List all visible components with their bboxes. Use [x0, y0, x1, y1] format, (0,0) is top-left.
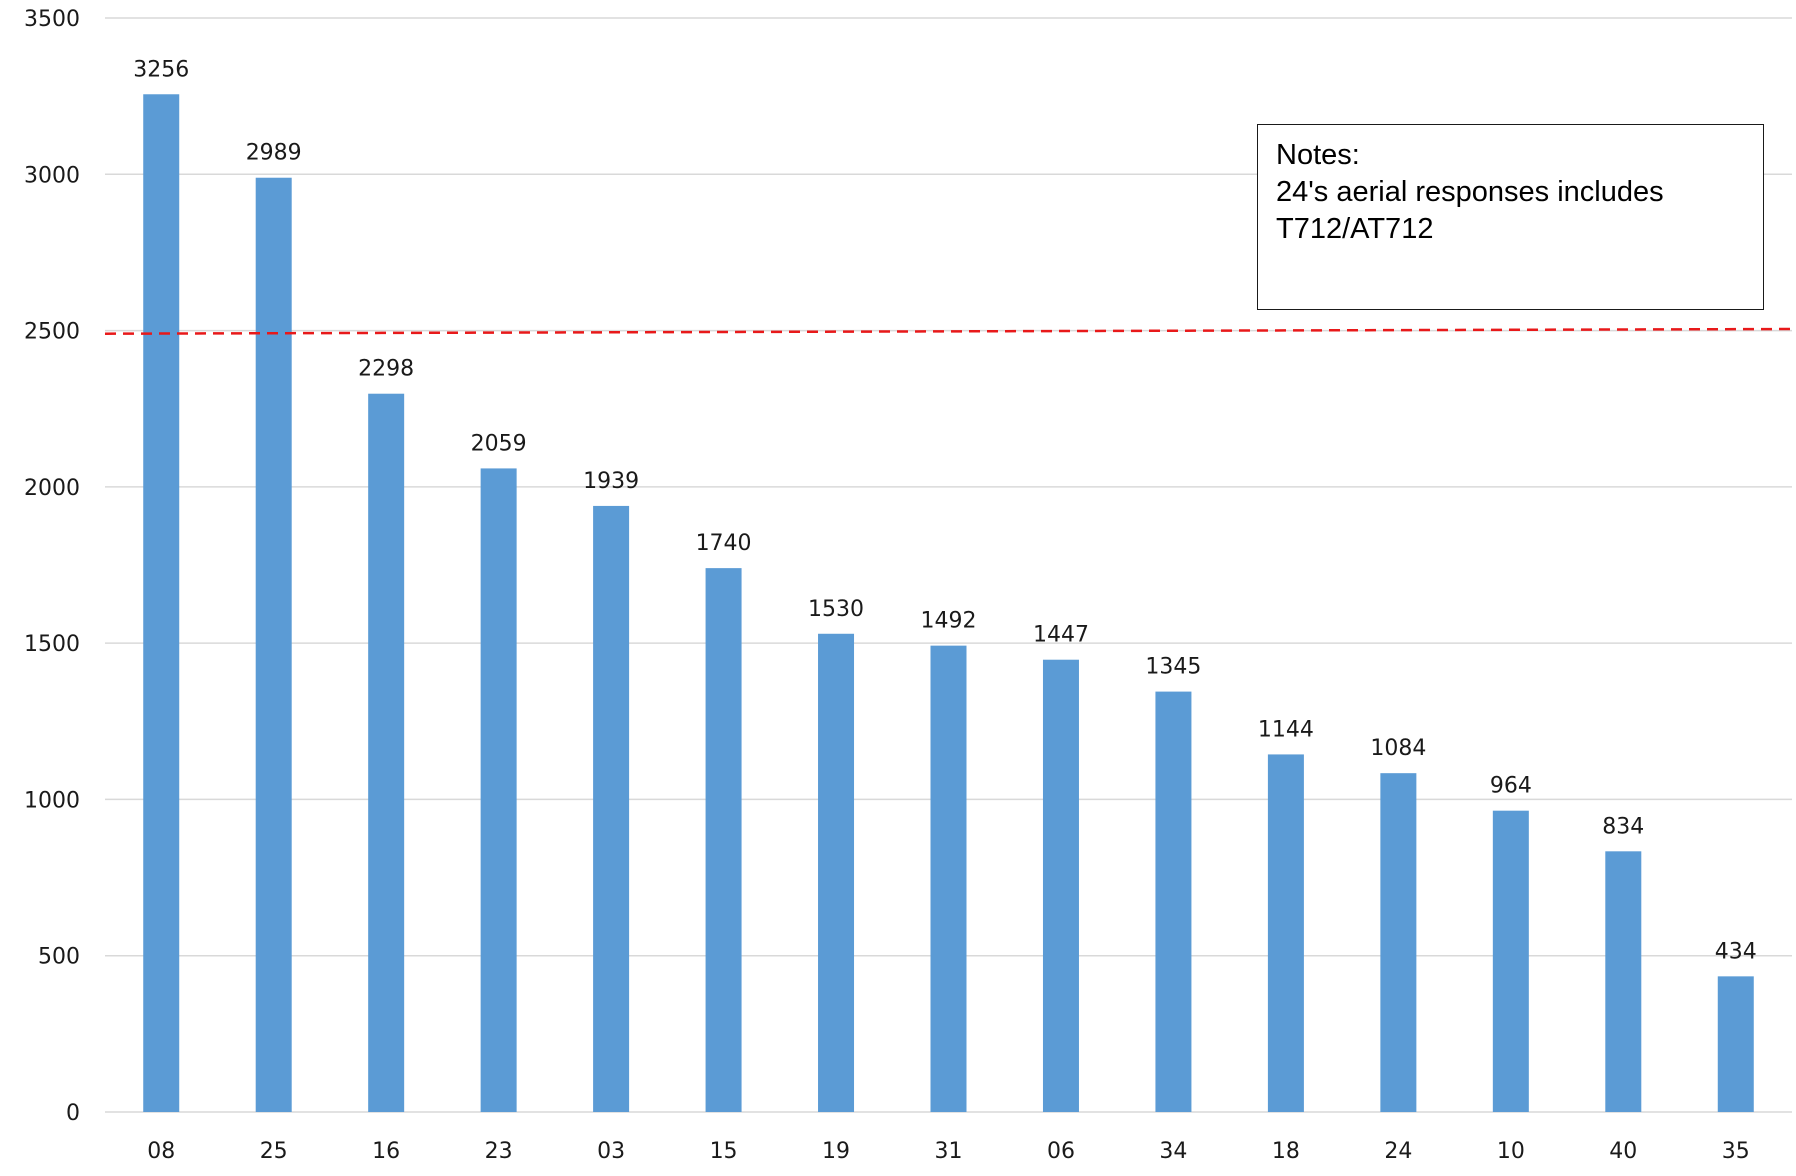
notes-line-2: T712/AT712 [1276, 213, 1434, 245]
data-label-15: 1740 [696, 531, 752, 556]
y-tick-label-0: 0 [66, 1101, 80, 1126]
bar-35 [1717, 976, 1754, 1112]
x-tick-label-35: 35 [1722, 1139, 1750, 1164]
bars [143, 94, 1754, 1113]
x-tick-label-08: 08 [147, 1139, 175, 1164]
data-label-19: 1530 [808, 597, 864, 622]
x-tick-label-34: 34 [1159, 1139, 1187, 1164]
data-label-35: 434 [1715, 939, 1757, 964]
x-tick-label-25: 25 [260, 1139, 288, 1164]
bar-34 [1155, 691, 1192, 1112]
notes-title: Notes: [1276, 139, 1360, 171]
y-tick-label-3500: 3500 [24, 7, 80, 32]
data-labels: 3256 2989 2298 2059 1939 1740 1530 1492 1447 1345… [133, 57, 1757, 964]
notes-line-1: 24's aerial responses includes [1276, 176, 1664, 208]
x-tick-label-23: 23 [485, 1139, 513, 1164]
data-label-08: 3256 [133, 57, 189, 82]
bar-18 [1267, 754, 1304, 1112]
y-tick-label-3000: 3000 [24, 163, 80, 188]
bar-15 [705, 568, 742, 1112]
y-tick-label-1000: 1000 [24, 788, 80, 813]
bar-08 [143, 94, 180, 1112]
x-tick-label-24: 24 [1384, 1139, 1412, 1164]
x-tick-label-15: 15 [710, 1139, 738, 1164]
reference-line-layer [104, 327, 1793, 335]
x-tick-label-19: 19 [822, 1139, 850, 1164]
y-tick-label-2000: 2000 [24, 476, 80, 501]
bar-25 [255, 177, 292, 1112]
x-tick-label-06: 06 [1047, 1139, 1075, 1164]
data-label-18: 1144 [1258, 717, 1314, 742]
y-tick-label-1500: 1500 [24, 632, 80, 657]
bar-40 [1605, 851, 1642, 1112]
bar-16 [368, 393, 405, 1113]
x-tick-label-18: 18 [1272, 1139, 1300, 1164]
reference-line [104, 327, 1793, 335]
bar-10 [1492, 810, 1529, 1112]
x-tick-label-10: 10 [1497, 1139, 1525, 1164]
notes-annotation-box: Notes: 24's aerial responses includes T7… [1257, 124, 1764, 310]
data-label-16: 2298 [358, 357, 414, 382]
bar-23 [480, 468, 517, 1113]
y-tick-label-500: 500 [38, 945, 80, 970]
data-label-25: 2989 [246, 141, 302, 166]
bar-31 [930, 645, 967, 1112]
x-tick-label-40: 40 [1609, 1139, 1637, 1164]
x-axis-tick-labels: 08 25 16 23 03 15 19 31 06 34 18 24 10 40 35 [147, 1139, 1750, 1164]
bar-03 [593, 505, 630, 1112]
bar-24 [1380, 773, 1417, 1112]
y-axis-tick-labels: 0 500 1000 1500 2000 2500 3000 3500 [24, 7, 80, 1126]
data-label-40: 834 [1602, 814, 1644, 839]
data-label-31: 1492 [921, 609, 977, 634]
data-label-06: 1447 [1033, 623, 1089, 648]
data-label-34: 1345 [1145, 655, 1201, 680]
bar-19 [818, 633, 855, 1112]
x-tick-label-16: 16 [372, 1139, 400, 1164]
x-tick-label-03: 03 [597, 1139, 625, 1164]
bar-06 [1042, 659, 1079, 1112]
y-tick-label-2500: 2500 [24, 320, 80, 345]
data-label-23: 2059 [471, 431, 527, 456]
data-label-03: 1939 [583, 469, 639, 494]
data-label-10: 964 [1490, 774, 1532, 799]
x-tick-label-31: 31 [935, 1139, 963, 1164]
data-label-24: 1084 [1370, 736, 1426, 761]
